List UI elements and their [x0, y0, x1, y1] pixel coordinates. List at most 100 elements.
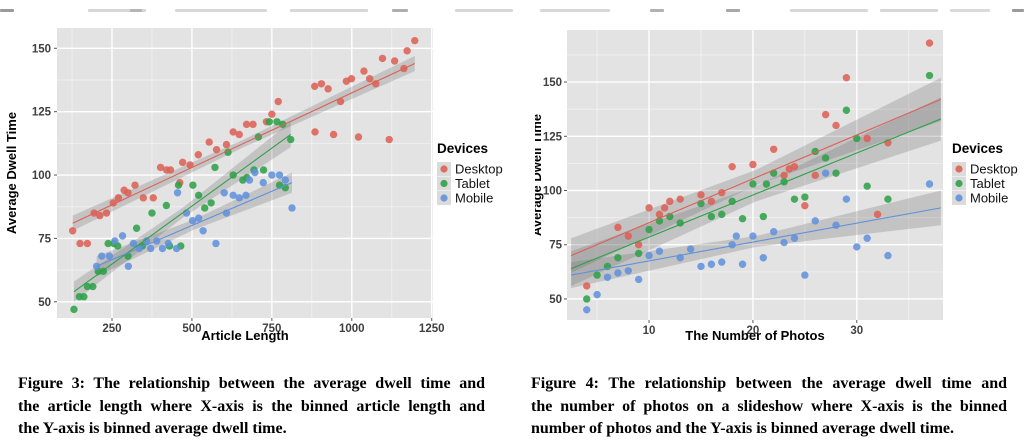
legend-swatch-dot — [955, 194, 963, 202]
scatter-point — [102, 209, 111, 217]
regression-line — [96, 182, 293, 267]
legend-swatch-dot — [955, 179, 963, 188]
scatter-point — [925, 180, 934, 188]
scatter-point — [853, 243, 861, 251]
scatter-point — [801, 193, 809, 201]
scatter-point — [104, 239, 112, 248]
scatter-point — [124, 262, 132, 270]
scatter-point — [614, 223, 622, 232]
scatter-point — [801, 271, 809, 279]
y-tick-label: 50 — [38, 297, 51, 309]
scan-artifact-dash — [540, 9, 610, 12]
caption-line: the number of photos on a slideshow wher… — [531, 397, 1007, 415]
x-axis-title: Article Length — [201, 328, 288, 343]
scatter-point — [718, 258, 726, 266]
scatter-point — [178, 158, 187, 167]
scatter-point — [118, 232, 127, 240]
scatter-point — [265, 118, 273, 126]
scatter-point — [842, 195, 851, 203]
figure-4-chart: 10 20 30 50 75 100 125 150 The Number of Photos A… — [535, 0, 1024, 370]
x-tick-label: 500 — [182, 323, 201, 335]
scatter-point — [324, 85, 332, 93]
scatter-point — [676, 195, 684, 203]
scatter-point — [790, 162, 799, 171]
scatter-point — [821, 110, 830, 119]
scatter-point — [583, 306, 591, 314]
scatter-point — [194, 214, 203, 222]
scatter-point — [707, 212, 716, 221]
scatter-point — [390, 57, 399, 65]
scatter-point — [96, 211, 104, 220]
scatter-point — [222, 140, 231, 149]
scatter-point — [146, 244, 155, 253]
scatter-point — [697, 262, 705, 271]
legend-label: Desktop — [455, 162, 503, 177]
scatter-point — [212, 239, 220, 248]
scatter-point — [251, 168, 259, 177]
scatter-point — [365, 74, 374, 83]
scatter-point — [124, 189, 132, 197]
scatter-point — [207, 199, 215, 207]
y-tick-label: 125 — [32, 107, 52, 119]
scatter-point — [173, 189, 182, 197]
scan-artifact-dash — [950, 9, 990, 12]
scatter-point — [235, 194, 243, 202]
scatter-point — [718, 210, 726, 219]
scatter-point — [762, 180, 771, 188]
scatter-point — [70, 305, 78, 314]
scatter-point — [666, 197, 674, 206]
scatter-point — [832, 169, 840, 177]
scatter-point — [273, 118, 281, 126]
scan-artifact-dash — [650, 9, 664, 12]
caption-line: number of photos and the Y-axis is binne… — [531, 420, 954, 437]
x-axis-title: The Number of Photos — [685, 328, 824, 343]
scatter-point — [780, 171, 788, 180]
y-axis-title: Average Dwell Time — [535, 114, 544, 236]
scan-artifact-dash — [88, 9, 146, 12]
y-tick-label: 100 — [32, 170, 51, 182]
scatter-point — [83, 282, 92, 291]
scatter-point — [759, 212, 768, 221]
scatter-point — [811, 217, 819, 225]
scan-artifact-dash — [790, 9, 868, 12]
scatter-point — [68, 227, 77, 235]
scatter-point — [634, 241, 643, 249]
y-tick-label: 50 — [549, 294, 562, 306]
confidence-ribbon — [571, 190, 941, 289]
scatter-point — [201, 204, 209, 212]
scatter-point — [583, 282, 591, 290]
scatter-point — [275, 171, 284, 179]
scan-artifact-dash — [175, 9, 267, 12]
scan-artifact-dash — [392, 9, 408, 12]
y-tick-label: 150 — [543, 77, 562, 89]
scatter-point — [842, 74, 851, 82]
scatter-point — [624, 232, 632, 240]
scatter-point — [242, 120, 251, 129]
x-tick-label: 30 — [850, 325, 863, 337]
scatter-point — [634, 249, 643, 258]
legend-label: Mobile — [455, 191, 493, 206]
scatter-point — [80, 293, 88, 301]
scatter-point — [749, 232, 757, 240]
scatter-point — [188, 216, 197, 225]
scatter-point — [583, 295, 591, 303]
scatter-point — [372, 80, 380, 88]
scatter-point — [268, 110, 276, 118]
scatter-point — [131, 181, 139, 189]
scatter-point — [142, 237, 151, 245]
scatter-point — [235, 130, 243, 139]
scatter-point — [194, 151, 203, 159]
scatter-point — [186, 161, 194, 169]
scatter-point — [259, 178, 267, 187]
scan-artifact-dash — [1012, 9, 1024, 12]
scatter-point — [728, 241, 736, 249]
scatter-point — [790, 234, 799, 242]
scatter-point — [645, 204, 653, 212]
legend-swatch-dot — [440, 179, 448, 188]
scatter-point — [220, 189, 228, 197]
scatter-point — [385, 135, 393, 144]
scatter-point — [311, 128, 319, 136]
scatter-point — [378, 54, 387, 63]
y-tick-label: 150 — [32, 43, 51, 55]
